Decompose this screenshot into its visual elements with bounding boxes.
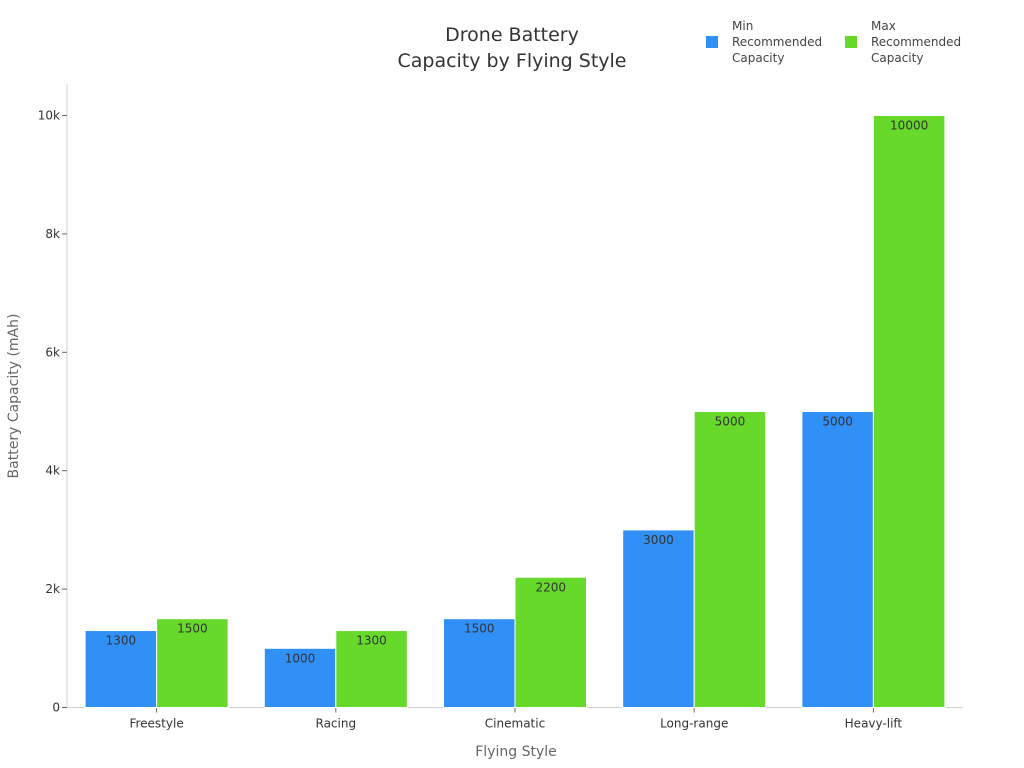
legend-item-min[interactable]: Min Recommended Capacity (706, 18, 827, 66)
x-axis-title: Flying Style (475, 744, 557, 760)
y-tick-label: 10k (38, 109, 60, 123)
y-tick-label: 8k (45, 227, 60, 241)
bar-value-label: 1000 (285, 651, 316, 665)
bar-value-label: 5000 (822, 415, 853, 429)
chart-title: Drone Battery Capacity by Flying Style (362, 22, 662, 74)
y-tick-label: 2k (45, 582, 60, 596)
bar-value-label: 1500 (177, 622, 208, 636)
bar-max[interactable] (693, 411, 767, 708)
bar-value-label: 3000 (643, 533, 674, 547)
chart-title-line-2: Capacity by Flying Style (397, 50, 627, 72)
bar-min[interactable] (84, 630, 158, 708)
y-tick-label: 4k (45, 464, 60, 478)
bar-value-label: 10000 (890, 119, 928, 133)
bar-value-label: 5000 (715, 415, 746, 429)
chart-legend: Min Recommended Capacity Max Recommended… (706, 18, 984, 66)
x-tick-label: Cinematic (485, 717, 545, 731)
bar-max[interactable] (156, 618, 229, 709)
x-tick-label: Long-range (660, 717, 728, 731)
x-tick-label: Freestyle (129, 717, 183, 731)
bar-max[interactable] (872, 115, 946, 708)
bar-min[interactable] (443, 618, 516, 709)
bar-value-label: 1300 (356, 634, 387, 648)
x-tick-label: Heavy-lift (845, 717, 903, 731)
legend-swatch-min (706, 36, 718, 48)
legend-label-max-2: Recommended (871, 35, 962, 49)
bar-value-label: 1500 (464, 622, 495, 636)
legend-swatch-max (845, 36, 857, 48)
legend-label-min-2: Recommended (732, 35, 823, 49)
legend-item-max[interactable]: Max Recommended Capacity (845, 18, 966, 66)
bar-min[interactable] (801, 411, 874, 708)
legend-label-max-3: Capacity (871, 51, 924, 65)
legend-label-max-1: Max (871, 19, 896, 33)
y-tick-label: 6k (45, 345, 60, 359)
y-tick-label: 0 (52, 701, 60, 715)
bars: 1300 1500 1000 1300 1500 2200 3000 5000 5000 1000… (84, 115, 946, 709)
bar-value-label: 1300 (106, 634, 137, 648)
chart-title-line-1: Drone Battery (445, 24, 579, 46)
bar-max[interactable] (335, 630, 408, 708)
y-axis-title: Battery Capacity (mAh) (6, 314, 22, 479)
bar-min[interactable] (263, 647, 337, 708)
bar-min[interactable] (622, 529, 695, 709)
legend-label-min-3: Capacity (732, 51, 785, 65)
x-tick-label: Racing (316, 717, 357, 731)
bar-value-label: 2200 (535, 580, 566, 594)
legend-label-min-1: Min (732, 19, 754, 33)
bar-max[interactable] (514, 576, 587, 709)
